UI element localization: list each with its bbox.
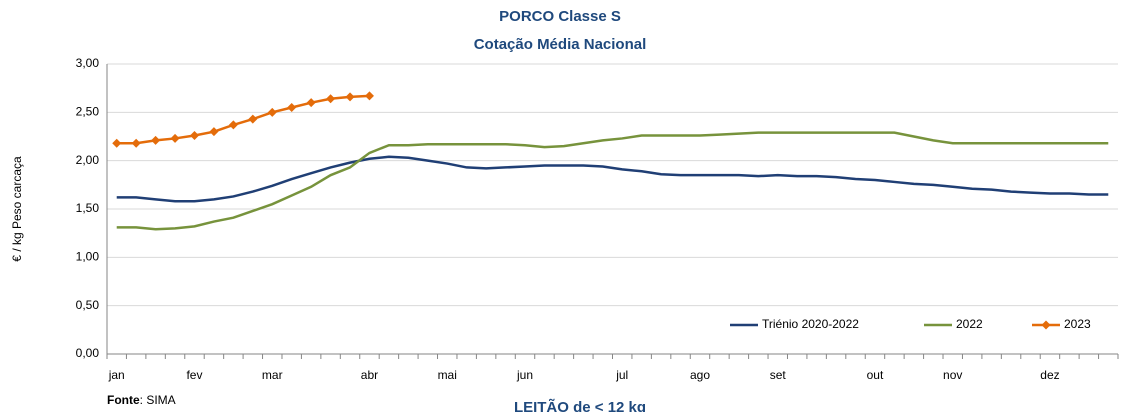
- y-tick-label: 2,50: [76, 105, 100, 119]
- chart-title: PORCO Classe S: [499, 8, 621, 25]
- legend-label: Triénio 2020-2022: [762, 317, 859, 331]
- source-text: : SIMA: [140, 393, 176, 407]
- point-marker: [209, 127, 219, 137]
- chart-subtitle: Cotação Média Nacional: [474, 36, 647, 53]
- x-tick-label: abr: [361, 368, 378, 382]
- y-tick-label: 0,50: [76, 298, 100, 312]
- series-line: [116, 155, 1109, 203]
- x-tick-label: jun: [516, 368, 533, 382]
- x-tick-label: mai: [438, 368, 457, 382]
- legend-marker: [1041, 320, 1051, 330]
- y-tick-label: 0,00: [76, 346, 100, 360]
- point-marker: [151, 135, 161, 145]
- source-label: Fonte: [107, 393, 140, 407]
- x-tick-label: jul: [615, 368, 628, 382]
- point-marker: [228, 120, 238, 130]
- y-tick-label: 3,00: [76, 56, 100, 70]
- point-marker: [189, 131, 199, 141]
- y-tick-label: 1,00: [76, 250, 100, 264]
- y-tick-label: 1,50: [76, 201, 100, 215]
- x-tick-label: fev: [186, 368, 202, 382]
- x-tick-label: nov: [943, 368, 962, 382]
- legend-label: 2022: [956, 317, 983, 331]
- legend-label: 2023: [1064, 317, 1091, 331]
- point-marker: [287, 103, 297, 112]
- x-tick-label: ago: [690, 368, 710, 382]
- x-tick-label: dez: [1040, 368, 1059, 382]
- point-marker: [326, 94, 336, 104]
- point-marker: [112, 138, 122, 148]
- point-marker: [345, 92, 355, 102]
- point-marker: [248, 114, 258, 124]
- series-line: [116, 131, 1109, 231]
- next-chart-title: LEITÃO de < 12 kg: [514, 398, 646, 412]
- x-tick-label: mar: [262, 368, 283, 382]
- y-tick-label: 2,00: [76, 153, 100, 167]
- source: Fonte: SIMA: [107, 393, 176, 407]
- x-tick-label: jan: [108, 368, 125, 382]
- x-tick-label: set: [770, 368, 787, 382]
- point-marker: [364, 91, 374, 101]
- y-axis-label: € / kg Peso carcaça: [10, 156, 24, 262]
- point-marker: [306, 98, 316, 108]
- x-tick-label: out: [867, 368, 884, 382]
- point-marker: [267, 107, 277, 117]
- point-marker: [170, 133, 180, 143]
- point-marker: [131, 138, 141, 148]
- series-line: [116, 94, 370, 145]
